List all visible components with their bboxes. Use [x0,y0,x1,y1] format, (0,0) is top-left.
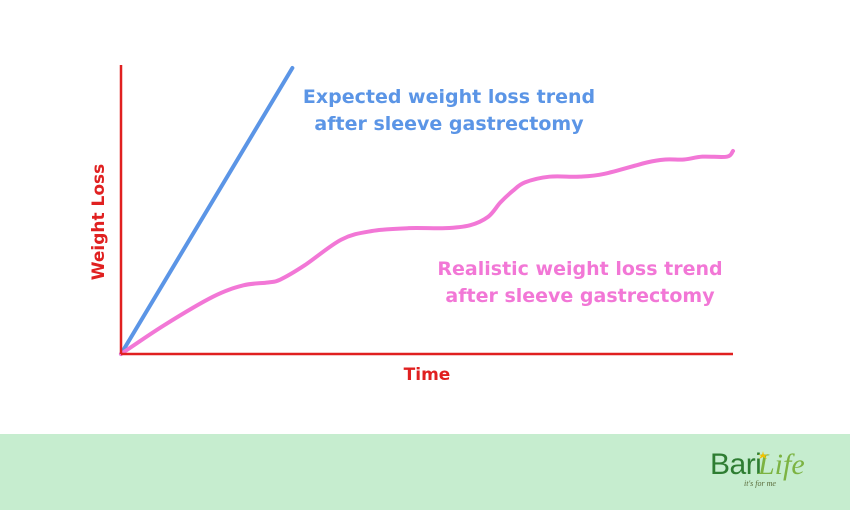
x-axis-label: Time [403,365,451,385]
realistic-label-line-2: after sleeve gastrectomy [445,285,715,307]
logo-tagline: it's for me [744,479,776,488]
logo-bari-text: Bari [710,448,762,481]
realistic-label-line-1: Realistic weight loss trend [437,258,723,280]
expected-trend-line [119,66,295,356]
chart-area: Expected weight loss trend after sleeve … [89,65,740,385]
logo-life-text: Life [758,448,805,481]
footer-band [0,434,850,510]
expected-series-annotation: Expected weight loss trend after sleeve … [290,84,608,138]
sun-icon [758,451,768,459]
axis-layer [119,65,733,356]
realistic-series-annotation: Realistic weight loss trend after sleeve… [420,256,740,310]
expected-label-line-1: Expected weight loss trend [302,86,596,108]
barilife-logo[interactable]: Bari Life it's for me [710,448,820,498]
series-layer [119,66,735,356]
y-axis-label: Weight Loss [89,163,109,281]
realistic-trend-line [119,148,735,356]
chart-svg [119,65,735,356]
expected-label-line-2: after sleeve gastrectomy [314,113,584,135]
